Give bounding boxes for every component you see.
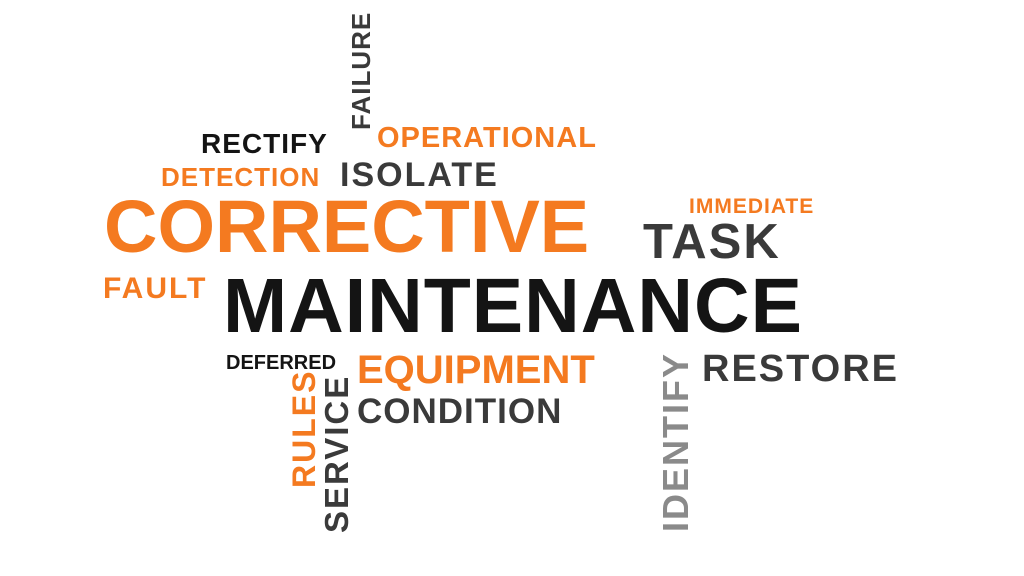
word-restore: RESTORE <box>702 348 900 390</box>
word-maintenance: MAINTENANCE <box>223 263 803 349</box>
word-corrective: CORRECTIVE <box>104 185 590 268</box>
word-rules: RULES <box>286 369 322 488</box>
word-failure: FAILURE <box>346 11 376 130</box>
word-service: SERVICE <box>318 374 355 533</box>
word-identify: IDENTIFY <box>655 351 696 532</box>
word-rectify: RECTIFY <box>201 128 328 159</box>
word-fault: FAULT <box>103 272 208 305</box>
word-detection: DETECTION <box>161 162 321 192</box>
word-equipment: EQUIPMENT <box>357 348 595 392</box>
word-condition: CONDITION <box>357 392 563 431</box>
word-operational: OPERATIONAL <box>377 122 597 154</box>
word-immediate: IMMEDIATE <box>689 195 815 218</box>
word-task: TASK <box>643 215 781 269</box>
word-isolate: ISOLATE <box>340 156 499 194</box>
word-deferred: DEFERRED <box>226 352 337 374</box>
